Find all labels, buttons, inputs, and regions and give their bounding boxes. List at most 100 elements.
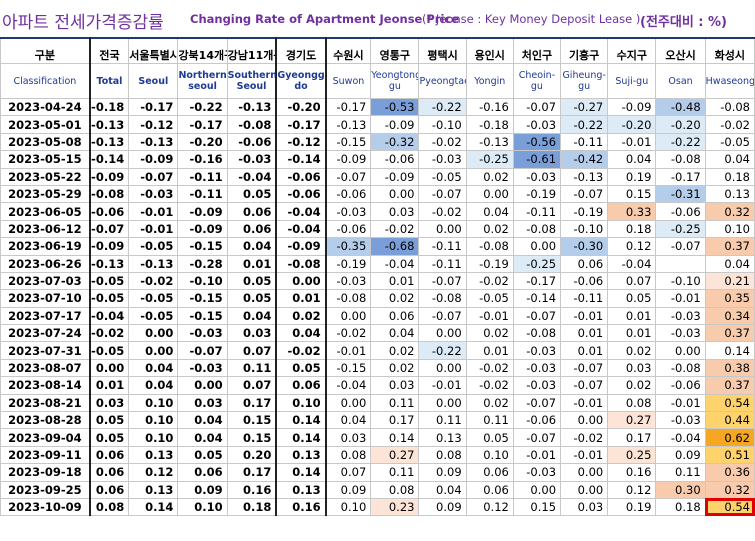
data-cell[interactable]: -0.03 [655, 306, 706, 326]
data-cell[interactable]: -0.11 [177, 184, 228, 204]
data-cell[interactable]: 0.35 [704, 289, 755, 308]
data-cell[interactable]: 0.06 [89, 463, 130, 482]
row-date[interactable]: 2023-07-31 [0, 341, 91, 360]
data-cell[interactable]: 0.01 [560, 324, 609, 343]
data-cell[interactable]: -0.08 [512, 219, 562, 239]
data-cell[interactable]: 0.09 [418, 463, 467, 482]
data-cell[interactable]: 0.03 [370, 376, 420, 395]
data-cell[interactable]: -0.10 [177, 271, 228, 291]
row-date[interactable]: 2023-09-18 [0, 463, 91, 482]
data-cell[interactable]: -0.30 [560, 237, 609, 256]
data-cell[interactable]: 0.10 [128, 411, 179, 430]
data-cell[interactable]: 0.37 [704, 237, 755, 256]
data-cell[interactable]: -0.03 [512, 341, 562, 360]
data-cell[interactable]: -0.04 [275, 202, 327, 221]
data-cell[interactable]: -0.28 [177, 254, 228, 273]
data-cell[interactable]: -0.07 [512, 393, 562, 413]
data-cell[interactable]: 0.02 [465, 393, 514, 413]
data-cell[interactable]: -0.22 [560, 115, 609, 134]
data-cell[interactable]: -0.02 [465, 358, 514, 378]
data-cell[interactable]: 0.25 [607, 445, 657, 465]
data-cell[interactable]: 0.15 [607, 184, 657, 204]
data-cell[interactable]: 0.06 [370, 306, 420, 326]
data-cell[interactable]: 0.09 [418, 497, 467, 517]
row-date[interactable]: 2023-09-11 [0, 445, 91, 465]
row-date[interactable]: 2023-05-22 [0, 167, 91, 186]
data-cell[interactable]: 0.15 [226, 411, 278, 430]
data-cell[interactable]: 0.04 [704, 150, 755, 169]
data-cell[interactable]: -0.05 [465, 289, 514, 308]
data-cell[interactable]: -0.31 [655, 184, 706, 204]
data-cell[interactable]: 0.62 [704, 428, 755, 447]
data-cell[interactable]: 0.07 [226, 341, 278, 360]
data-cell[interactable]: 0.13 [275, 445, 327, 465]
data-cell[interactable]: -0.09 [607, 97, 657, 117]
data-cell[interactable]: 0.37 [704, 376, 755, 395]
data-cell[interactable]: 0.03 [177, 393, 228, 413]
data-cell[interactable]: -0.14 [512, 289, 562, 308]
data-cell[interactable]: -0.01 [560, 306, 609, 326]
data-cell[interactable]: 0.00 [418, 219, 467, 239]
data-cell[interactable]: 0.11 [370, 393, 420, 413]
data-cell[interactable]: -0.01 [607, 132, 657, 152]
data-cell[interactable]: 0.11 [226, 358, 278, 378]
data-cell[interactable]: -0.42 [560, 150, 609, 169]
data-cell[interactable]: -0.20 [607, 115, 657, 134]
row-date[interactable]: 2023-06-26 [0, 254, 91, 273]
data-cell[interactable]: 0.02 [465, 167, 514, 186]
data-cell[interactable]: 0.11 [655, 463, 706, 482]
data-cell[interactable]: 0.00 [560, 463, 609, 482]
data-cell[interactable]: 0.04 [226, 306, 278, 326]
data-cell[interactable]: 0.05 [89, 428, 130, 447]
data-cell[interactable]: -0.10 [560, 219, 609, 239]
data-cell[interactable]: -0.17 [128, 97, 179, 117]
data-cell[interactable]: -0.13 [325, 115, 372, 134]
data-cell[interactable]: -0.06 [560, 271, 609, 291]
row-date[interactable]: 2023-09-25 [0, 480, 91, 499]
row-date[interactable]: 2023-07-24 [0, 324, 91, 343]
data-cell[interactable]: -0.22 [177, 97, 228, 117]
data-cell[interactable]: -0.17 [655, 167, 706, 186]
data-cell[interactable]: -0.08 [704, 97, 755, 117]
data-cell[interactable]: -0.61 [512, 150, 562, 169]
data-cell[interactable]: -0.02 [275, 341, 327, 360]
data-cell[interactable]: -0.03 [512, 376, 562, 395]
data-cell[interactable]: 0.13 [128, 445, 179, 465]
row-date[interactable]: 2023-05-08 [0, 132, 91, 152]
data-cell[interactable]: 0.23 [370, 497, 420, 517]
data-cell[interactable]: 0.06 [465, 480, 514, 499]
data-cell[interactable]: 0.14 [704, 341, 755, 360]
data-cell[interactable]: 0.00 [560, 480, 609, 499]
data-cell[interactable]: -0.01 [560, 393, 609, 413]
data-cell[interactable]: 0.11 [370, 463, 420, 482]
data-cell[interactable]: 0.05 [607, 289, 657, 308]
data-cell[interactable]: 0.08 [89, 497, 130, 517]
data-cell[interactable]: 0.02 [370, 289, 420, 308]
data-cell[interactable]: 0.08 [325, 445, 372, 465]
data-cell[interactable]: -0.04 [607, 254, 657, 273]
data-cell[interactable]: 0.03 [325, 428, 372, 447]
data-cell[interactable]: 0.05 [275, 358, 327, 378]
data-cell[interactable] [655, 254, 706, 273]
data-cell[interactable]: -0.08 [418, 289, 467, 308]
data-cell[interactable]: -0.07 [560, 376, 609, 395]
data-cell[interactable]: -0.01 [465, 306, 514, 326]
data-cell[interactable]: -0.06 [325, 184, 372, 204]
data-cell[interactable]: 0.54 [704, 393, 755, 413]
data-cell[interactable]: -0.68 [370, 237, 420, 256]
data-cell[interactable]: 0.05 [226, 289, 278, 308]
data-cell[interactable]: 0.37 [704, 324, 755, 343]
data-cell[interactable]: -0.11 [512, 202, 562, 221]
data-cell[interactable]: 0.08 [607, 393, 657, 413]
data-cell[interactable]: -0.13 [89, 115, 130, 134]
data-cell[interactable]: 0.17 [226, 463, 278, 482]
data-cell[interactable]: 0.00 [560, 411, 609, 430]
data-cell[interactable]: -0.09 [89, 237, 130, 256]
data-cell[interactable]: 0.03 [560, 497, 609, 517]
data-cell[interactable]: 0.14 [275, 411, 327, 430]
data-cell[interactable]: -0.06 [275, 184, 327, 204]
data-cell[interactable]: 0.08 [418, 445, 467, 465]
data-cell[interactable]: -0.04 [89, 306, 130, 326]
data-cell[interactable]: -0.06 [89, 202, 130, 221]
data-cell[interactable]: -0.13 [128, 254, 179, 273]
